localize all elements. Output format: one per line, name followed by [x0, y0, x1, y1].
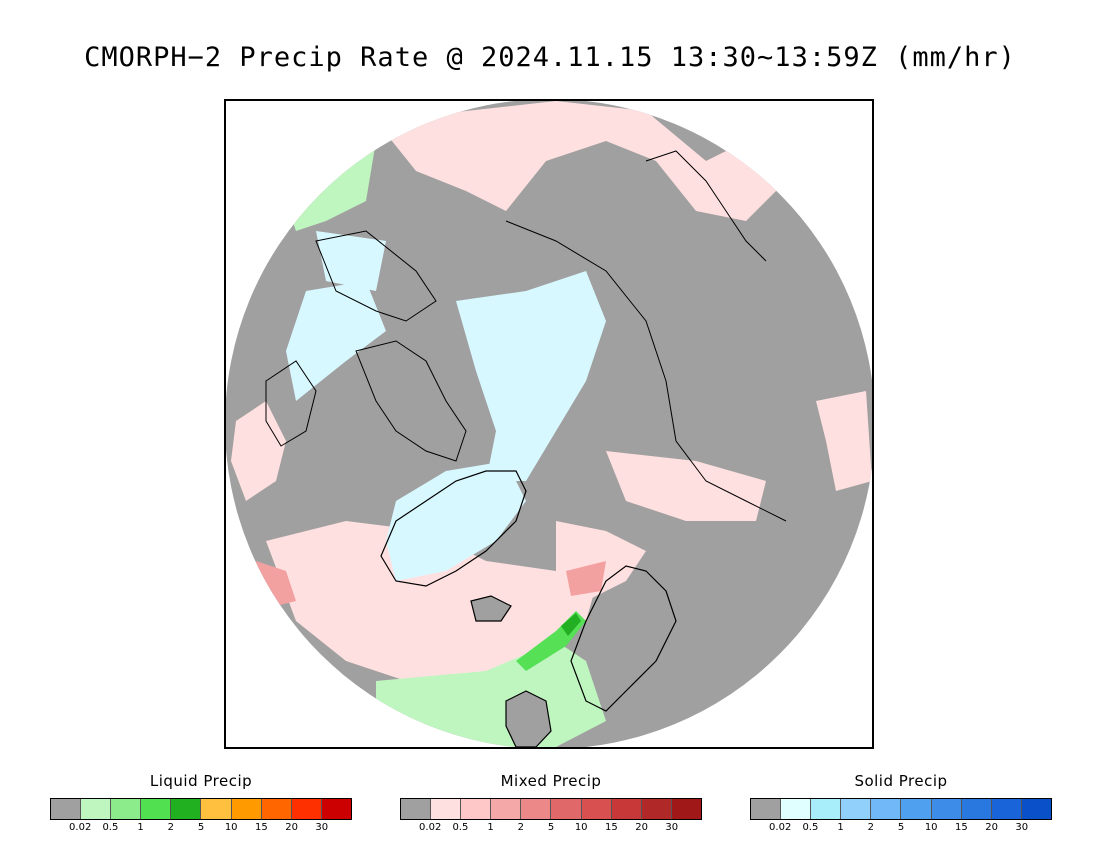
- legend-tick-label: 1: [837, 822, 844, 833]
- legend-swatch: [811, 799, 842, 819]
- solid-precip-arctic-ocean: [456, 271, 606, 481]
- mixed-precip-kamchatka: [816, 391, 872, 491]
- legend-title: Solid Precip: [854, 772, 948, 790]
- page-title: CMORPH−2 Precip Rate @ 2024.11.15 13:30~…: [84, 42, 1016, 73]
- legend-tick-label: 30: [315, 822, 329, 833]
- legend-swatch: [781, 799, 812, 819]
- solid-precip-canada: [286, 281, 386, 401]
- legend-swatch: [461, 799, 492, 819]
- solid-precip-greenland: [386, 461, 526, 581]
- legend-swatch: [901, 799, 932, 819]
- legend-title: Liquid Precip: [149, 772, 253, 790]
- hudson-bay-coastline: [265, 360, 317, 447]
- mixed-precip-siberia-strip: [606, 451, 766, 521]
- legend-swatch: [111, 799, 142, 819]
- map-panel: [224, 99, 874, 749]
- legend-tick-label: 2: [167, 822, 174, 833]
- legend-tick-label: 20: [285, 822, 298, 833]
- mixed-precip-moderate-norway: [566, 561, 606, 596]
- legend-tick-label: 1: [487, 822, 494, 833]
- british-isles-coastline: [505, 690, 552, 747]
- legend-tick-label: 0.5: [102, 822, 119, 833]
- legend-swatch: [551, 799, 582, 819]
- scandinavia-coastline: [570, 565, 677, 712]
- color-scale: [750, 798, 1052, 820]
- legend-tick-label: 0.02: [419, 822, 442, 833]
- legend-swatch: [991, 799, 1022, 819]
- legend-swatch: [231, 799, 262, 819]
- color-scale: [50, 798, 352, 820]
- legend-tick-label: 30: [1015, 822, 1029, 833]
- legend-solid-precip: Solid Precip 0.02 0.5 1 2 5 10 15 20 30: [750, 772, 1052, 836]
- polar-precip-map: [226, 101, 872, 747]
- legend-tick-label: 10: [224, 822, 238, 833]
- mixed-precip-moderate-atlantic: [256, 561, 296, 606]
- color-scale: [400, 798, 702, 820]
- legend-swatch: [81, 799, 112, 819]
- legend-mixed-precip: Mixed Precip 0.02 0.5 1 2 5 10 15 20 30: [400, 772, 702, 836]
- legend-tick-label: 2: [517, 822, 524, 833]
- tick-labels: 0.02 0.5 1 2 5 10 15 20 30: [750, 822, 1052, 836]
- tick-labels: 0.02 0.5 1 2 5 10 15 20 30: [50, 822, 352, 836]
- legend-tick-label: 0.02: [69, 822, 92, 833]
- legend-tick-label: 15: [605, 822, 618, 833]
- legend-swatch: [401, 799, 432, 819]
- legend-tick-label: 20: [635, 822, 648, 833]
- legend-swatch: [581, 799, 612, 819]
- solid-precip-alaska: [316, 231, 386, 291]
- legend-tick-label: 30: [665, 822, 679, 833]
- greenland-coastline: [380, 470, 527, 587]
- legend-tick-label: 10: [924, 822, 938, 833]
- legend-swatch: [961, 799, 992, 819]
- legend-tick-label: 5: [197, 822, 205, 833]
- legend-tick-label: 0.5: [452, 822, 469, 833]
- legend-swatch: [521, 799, 552, 819]
- siberia-coastline: [505, 220, 787, 522]
- legend-swatch: [841, 799, 872, 819]
- legend-swatch: [641, 799, 672, 819]
- legend-tick-label: 15: [955, 822, 968, 833]
- legend-swatch: [431, 799, 462, 819]
- legend-tick-label: 0.02: [769, 822, 792, 833]
- legend-swatch: [611, 799, 642, 819]
- iceland-coastline: [470, 595, 512, 622]
- legend-swatch: [671, 799, 701, 819]
- legend-tick-label: 1: [137, 822, 144, 833]
- legend-swatch: [321, 799, 351, 819]
- tick-labels: 0.02 0.5 1 2 5 10 15 20 30: [400, 822, 702, 836]
- legend-swatch: [51, 799, 82, 819]
- legend-swatch: [1021, 799, 1051, 819]
- legend-tick-label: 20: [985, 822, 998, 833]
- legend-swatch: [261, 799, 292, 819]
- legend-tick-label: 5: [547, 822, 555, 833]
- liquid-precip-heavy-core: [561, 613, 581, 636]
- legend-tick-label: 0.5: [802, 822, 819, 833]
- alaska-coastline: [315, 230, 437, 322]
- legend-tick-label: 15: [255, 822, 268, 833]
- legend-swatch: [871, 799, 902, 819]
- legend-tick-label: 5: [897, 822, 905, 833]
- legend-swatch: [491, 799, 522, 819]
- kamchatka-coastline: [645, 150, 767, 262]
- legend-tick-label: 2: [867, 822, 874, 833]
- legend-swatch: [751, 799, 782, 819]
- legend-swatch: [141, 799, 172, 819]
- legend-liquid-precip: Liquid Precip 0.02 0.5 1 2 5 10 15 20 30: [50, 772, 352, 836]
- legend-swatch: [931, 799, 962, 819]
- precip-field: [226, 101, 872, 747]
- legend-tick-label: 10: [574, 822, 588, 833]
- mixed-precip-north-atlantic: [266, 521, 606, 681]
- legend-swatch: [201, 799, 232, 819]
- legend-title: Mixed Precip: [500, 772, 602, 790]
- legend-swatch: [291, 799, 322, 819]
- canadian-archipelago-coastline: [355, 340, 467, 462]
- mixed-precip-labrador: [231, 401, 286, 501]
- mixed-precip-north-pacific: [376, 101, 786, 221]
- legend-swatch: [171, 799, 202, 819]
